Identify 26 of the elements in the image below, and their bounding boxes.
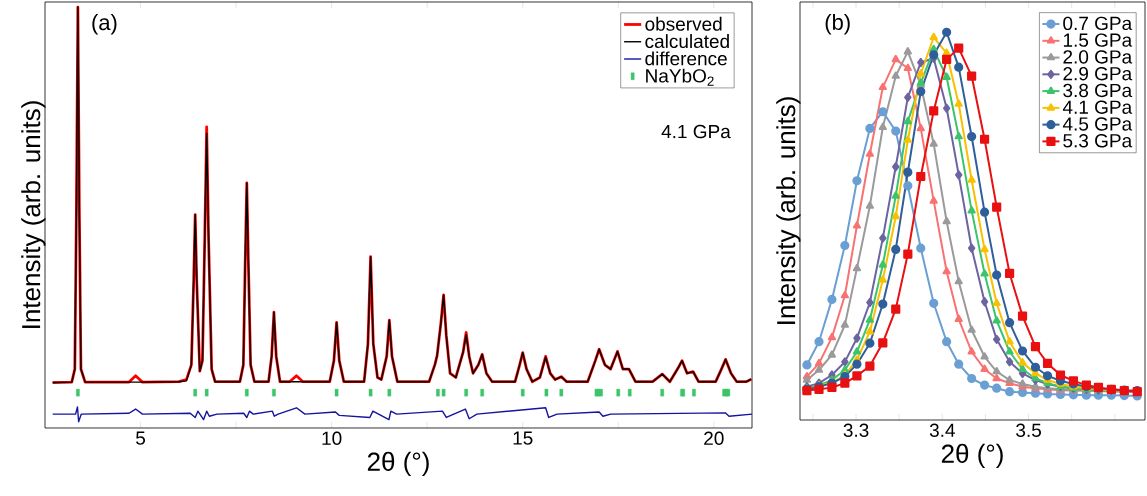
y-axis-title: Intensity (arb. units) xyxy=(776,97,801,324)
x-tick-label: 3.3 xyxy=(843,423,869,437)
legend-label: NaYbO$_{2}$ xyxy=(646,68,714,86)
legend-label: 5.3 GPa xyxy=(1063,134,1133,148)
y-axis-title: Intensity (arb. units) xyxy=(21,101,46,328)
legend-label: observed xyxy=(645,16,722,31)
legend-label: 4.5 GPa xyxy=(1062,117,1133,131)
legend-label: 2.0 GPa xyxy=(1063,50,1133,64)
legend-label: 3.8 GPa xyxy=(1063,83,1133,98)
x-tick-label: 5 xyxy=(136,431,146,445)
x-axis-title: 2θ (°) xyxy=(367,451,429,477)
legend-label: 1.5 GPa xyxy=(1063,33,1133,47)
chart-title: (a) xyxy=(92,14,117,35)
x-tick-label: 3.5 xyxy=(1016,423,1041,437)
x-tick-label: 10 xyxy=(322,431,342,445)
chart-title: (b) xyxy=(825,13,850,35)
legend-label: 2.9 GPa xyxy=(1063,66,1133,81)
x-tick-label: 15 xyxy=(513,431,533,445)
legend-label: 4.1 GPa xyxy=(1062,100,1133,114)
x-tick-label: 20 xyxy=(704,431,724,445)
legend-label: calculated xyxy=(645,34,729,49)
legend-label: difference xyxy=(645,51,727,66)
x-tick-label: 3.4 xyxy=(929,423,955,437)
legend-label: 0.7 GPa xyxy=(1063,16,1133,31)
annotation: 4.1 GPa xyxy=(661,124,731,139)
x-axis-title: 2θ (°) xyxy=(941,443,1003,469)
